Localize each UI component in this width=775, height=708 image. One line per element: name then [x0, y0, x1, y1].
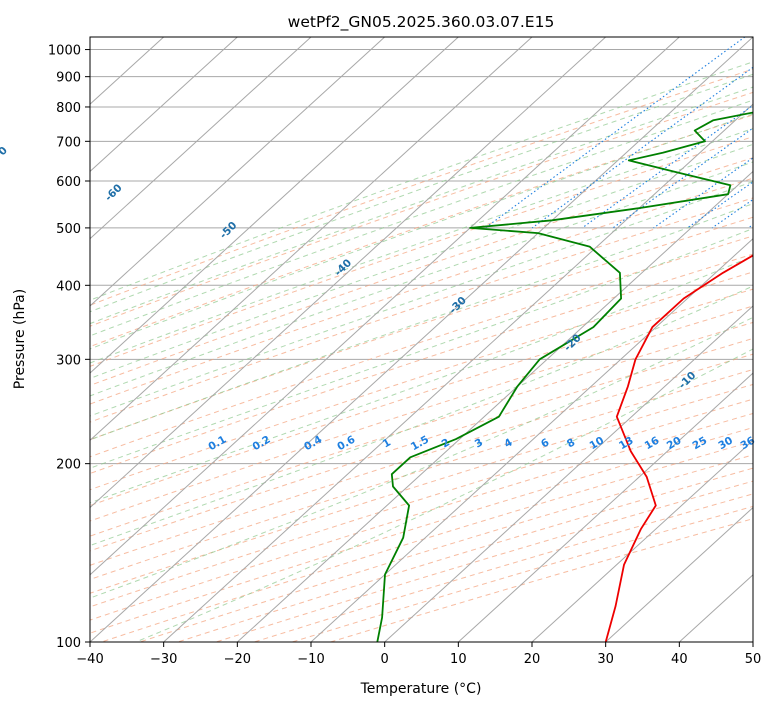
isotherm-line: [90, 37, 753, 642]
isotherm-line: [90, 37, 607, 509]
isotherm-line: [90, 37, 680, 576]
moist-adiabat-line: [90, 127, 753, 364]
x-tick-label: 50: [745, 652, 762, 667]
x-tick-label: −30: [150, 652, 177, 667]
dry-adiabat-line: [90, 321, 753, 537]
x-tick-label: 40: [671, 652, 688, 667]
isotherm-line: [384, 305, 753, 642]
x-tick-label: 10: [450, 652, 467, 667]
isotherm-line: [310, 237, 753, 642]
moist-adiabat-line: [90, 86, 753, 325]
y-tick-label: 800: [56, 101, 81, 116]
dry-adiabat-line: [90, 91, 753, 327]
isotherm-line: [90, 37, 386, 307]
plot-frame: [89, 36, 754, 643]
background-lines-layer: [90, 37, 753, 642]
x-tick-label: −40: [76, 652, 103, 667]
x-axis-title: Temperature (°C): [360, 681, 482, 697]
chart-title: wetPf2_GN05.2025.360.03.07.E15: [288, 13, 555, 32]
y-tick-label: 600: [56, 175, 81, 190]
y-tick-label: 300: [56, 353, 81, 368]
isotherm-line: [457, 372, 753, 642]
y-tick-label: 1000: [48, 44, 81, 59]
isotherm-line: [163, 103, 753, 642]
y-axis-title: Pressure (hPa): [12, 289, 28, 389]
mixing-ratio-line: [484, 37, 746, 229]
moist-adiabat-line: [90, 180, 753, 417]
mixing-ratio-line: [653, 157, 753, 229]
y-tick-label: 500: [56, 222, 81, 237]
y-tick-label: 100: [56, 636, 81, 651]
x-tick-label: 20: [524, 652, 541, 667]
moist-adiabat-line: [90, 143, 753, 379]
y-tick-label: 400: [56, 279, 81, 294]
y-tick-label: 700: [56, 135, 81, 150]
profiles-layer: [376, 111, 753, 642]
axes-layer: −40 −30 −20 −10 0 10 20 30 40 50 100 200 300 400 500 60…: [48, 44, 761, 667]
x-tick-label: −10: [297, 652, 324, 667]
dry-adiabat-line: [90, 369, 753, 580]
isotherm-line: [531, 439, 753, 642]
moist-adiabat-line: [90, 285, 753, 547]
dry-adiabat-line: [90, 271, 753, 491]
x-tick-label: 30: [597, 652, 614, 667]
dry-adiabat-line: [90, 177, 753, 405]
isotherm-line: [90, 37, 238, 173]
x-tick-label: 0: [381, 652, 389, 667]
dry-adiabat-line: [90, 353, 753, 566]
y-tick-label: 900: [56, 71, 81, 86]
dry-adiabat-line: [90, 114, 753, 348]
moist-adiabat-line: [90, 255, 753, 504]
isotherm-line: [605, 506, 753, 642]
isotherm-label: -70: [0, 144, 10, 166]
isotherm-line: [236, 170, 753, 642]
dry-adiabat-line: [90, 68, 753, 306]
isotherm-line: [90, 37, 312, 240]
isotherm-line: [90, 37, 459, 374]
dry-adiabat-line: [90, 305, 753, 522]
temperature-profile-line: [604, 254, 753, 642]
y-tick-label: 200: [56, 458, 81, 473]
x-tick-label: −20: [224, 652, 251, 667]
isotherm-line: [90, 37, 533, 442]
moist-adiabat-line: [90, 99, 753, 337]
moist-adiabat-line: [90, 161, 753, 397]
mixing-ratio-line: [581, 104, 753, 229]
dewpoint-profile-line: [376, 111, 753, 642]
moist-adiabat-line: [90, 203, 753, 441]
dry-adiabat-line: [90, 136, 753, 367]
